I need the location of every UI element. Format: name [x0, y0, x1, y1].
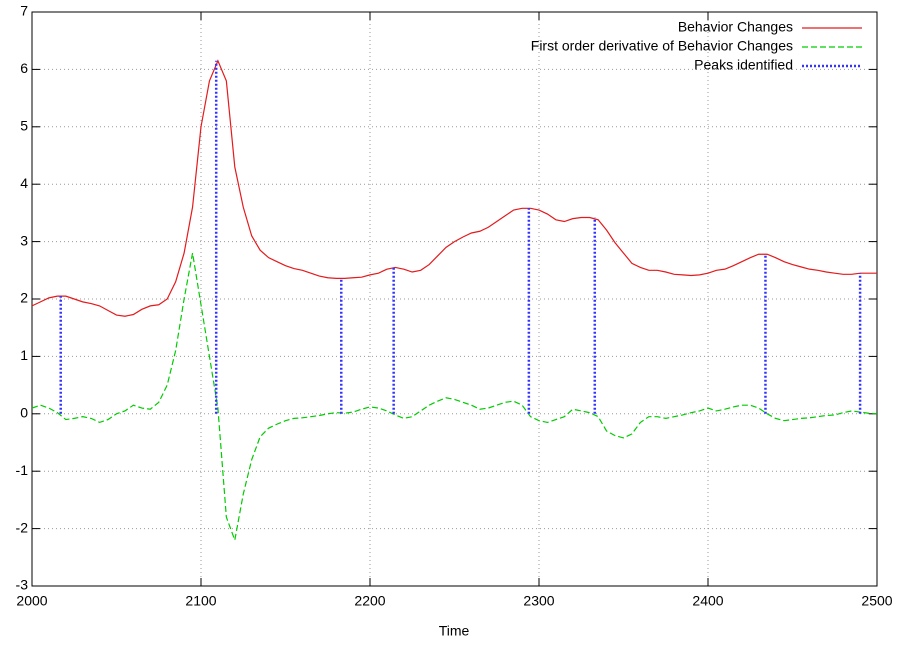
- x-tick-label: 2000: [16, 593, 47, 609]
- legend-label: First order derivative of Behavior Chang…: [531, 38, 793, 54]
- legend-label: Behavior Changes: [678, 19, 793, 35]
- x-tick-label: 2400: [692, 593, 723, 609]
- x-tick-label: 2500: [861, 593, 892, 609]
- y-tick-label: 1: [20, 347, 28, 363]
- y-tick-label: 4: [20, 175, 28, 191]
- x-axis-label: Time: [439, 623, 470, 639]
- y-tick-label: 3: [20, 232, 28, 248]
- legend-label: Peaks identified: [694, 57, 793, 73]
- x-tick-label: 2200: [354, 593, 385, 609]
- x-tick-label: 2300: [523, 593, 554, 609]
- series-line: [31, 59, 877, 317]
- series-line: [31, 252, 878, 543]
- y-tick-label: 6: [20, 60, 28, 76]
- y-tick-label: -2: [16, 519, 29, 535]
- y-tick-label: 2: [20, 290, 28, 306]
- y-tick-label: -1: [16, 462, 29, 478]
- x-tick-label: 2100: [185, 593, 216, 609]
- y-tick-label: 0: [20, 405, 28, 421]
- y-tick-label: -3: [16, 577, 29, 593]
- y-tick-label: 5: [20, 118, 28, 134]
- plot-frame: [31, 11, 878, 587]
- y-tick-label: 7: [20, 3, 28, 19]
